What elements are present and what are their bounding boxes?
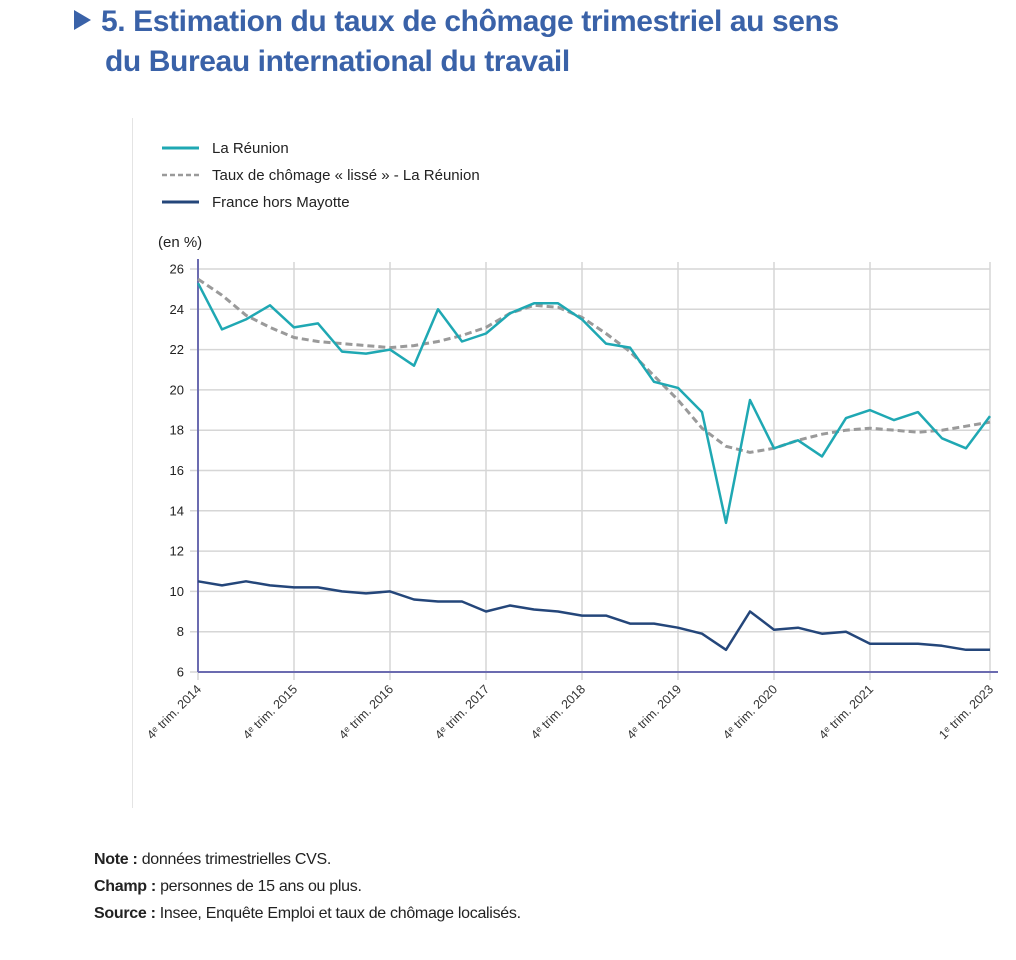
x-tick-label: 4ᵉ trim. 2021 (816, 682, 876, 742)
footnote-text: données trimestrielles CVS. (141, 851, 332, 868)
y-tick-label: 10 (170, 584, 184, 599)
footnote-label: Source : (94, 905, 156, 922)
x-tick-label: 4ᵉ trim. 2014 (144, 682, 204, 742)
footnote-text: Insee, Enquête Emploi et taux de chômage… (159, 905, 521, 922)
chart-frame-border (132, 118, 133, 808)
footnote-text: personnes de 15 ans ou plus. (160, 878, 362, 895)
y-tick-label: 12 (170, 544, 184, 559)
y-tick-label: 6 (177, 665, 184, 680)
x-tick-label: 4ᵉ trim. 2017 (432, 682, 492, 742)
footnote-note: Note : données trimestrielles CVS. (94, 846, 521, 873)
y-tick-label: 26 (170, 262, 184, 277)
y-tick-label: 8 (177, 624, 184, 639)
x-tick-label: 4ᵉ trim. 2019 (624, 682, 684, 742)
x-axis-ticks: 4ᵉ trim. 2014 4ᵉ trim. 2015 4ᵉ trim. 2016 4… (144, 682, 996, 742)
y-tick-label: 16 (170, 463, 184, 478)
axes (197, 259, 998, 673)
legend: La Réunion Taux de chômage « lissé » - La… (162, 140, 480, 211)
title-line-1: 5. Estimation du taux de chômage trimest… (101, 5, 839, 38)
series-line-la-reunion (196, 282, 992, 525)
footnote-champ: Champ : personnes de 15 ans ou plus. (94, 873, 521, 900)
y-tick-label: 14 (170, 503, 184, 518)
chart-title: 5. Estimation du taux de chômage trimest… (74, 2, 974, 82)
series-line-smoothed (197, 277, 991, 454)
footnotes: Note : données trimestrielles CVS. Champ… (94, 846, 521, 927)
series-line-france (197, 580, 990, 652)
footnote-label: Champ : (94, 878, 156, 895)
series-lines (196, 277, 992, 652)
legend-label: France hors Mayotte (212, 194, 350, 211)
legend-label: Taux de chômage « lissé » - La Réunion (212, 167, 480, 184)
footnote-label: Note : (94, 851, 138, 868)
x-tick-label: 1ᵉ trim. 2023 (936, 682, 996, 742)
x-tick-label: 4ᵉ trim. 2020 (720, 682, 780, 742)
footnote-source: Source : Insee, Enquête Emploi et taux d… (94, 900, 521, 927)
y-tick-label: 18 (170, 423, 184, 438)
y-axis-ticks: 6 8 10 12 14 16 18 20 22 24 26 (170, 262, 184, 680)
y-tick-label: 22 (170, 342, 184, 357)
title-line-2: du Bureau international du travail (105, 45, 570, 78)
x-tick-label: 4ᵉ trim. 2016 (336, 682, 396, 742)
y-tick-label: 20 (170, 382, 184, 397)
triangle-right-icon (74, 10, 91, 30)
x-tick-label: 4ᵉ trim. 2015 (240, 682, 300, 742)
y-tick-label: 24 (170, 302, 184, 317)
y-axis-label: (en %) (158, 234, 202, 251)
x-tick-label: 4ᵉ trim. 2018 (528, 682, 588, 742)
line-chart: La Réunion Taux de chômage « lissé » - La… (144, 140, 998, 742)
legend-label: La Réunion (212, 140, 289, 157)
